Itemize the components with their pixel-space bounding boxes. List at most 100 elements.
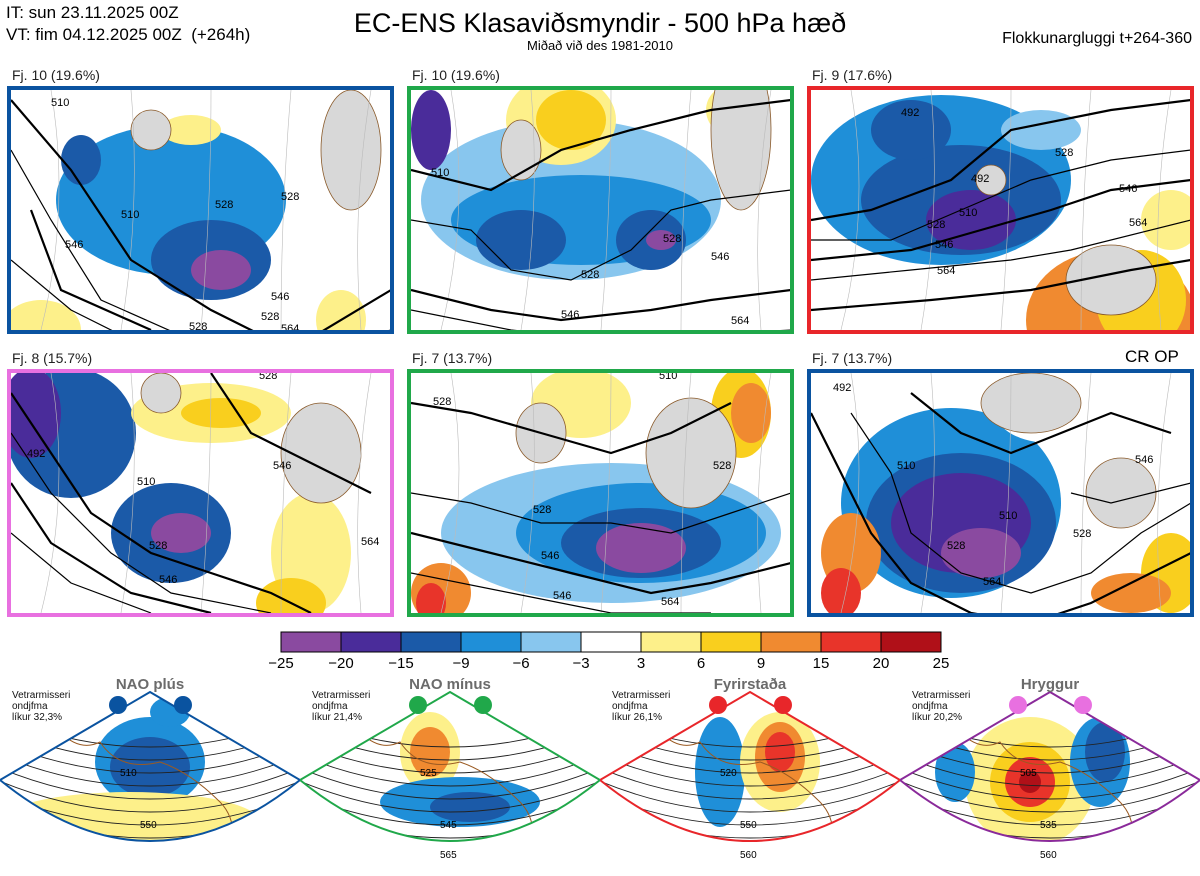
contour-label: 564 bbox=[937, 265, 955, 277]
regime-probability-info: Vetrarmisseri ondjfma líkur 20,2% bbox=[912, 690, 971, 723]
contour-label: 546 bbox=[561, 309, 579, 321]
height-contour bbox=[411, 189, 790, 281]
height-contour bbox=[411, 288, 790, 322]
contour-label: 528 bbox=[533, 504, 551, 516]
contour-label: 546 bbox=[711, 251, 729, 263]
regime-contour bbox=[0, 776, 300, 813]
contour-label: 492 bbox=[901, 107, 919, 119]
height-contour bbox=[11, 432, 272, 613]
colorbar-tick-2: −15 bbox=[388, 655, 414, 672]
landmass-1 bbox=[130, 109, 172, 151]
graticule-line bbox=[1157, 90, 1172, 330]
height-contour bbox=[11, 99, 390, 330]
panel-map-svg: 510 510 528 528 546 528 528 546 564 bbox=[11, 90, 390, 330]
cluster-map-5[interactable]: 510 528 528 546 528 546 564 bbox=[407, 369, 794, 617]
graticule-line bbox=[840, 373, 860, 613]
graticule-line bbox=[440, 373, 460, 613]
regime-marker-left bbox=[109, 696, 127, 714]
contour-label: 528 bbox=[1073, 528, 1091, 540]
regime-contour bbox=[900, 776, 1200, 813]
regime-marker-left bbox=[409, 696, 427, 714]
anomaly-area-3 bbox=[61, 135, 101, 185]
colorbar-tick-4: −6 bbox=[512, 655, 530, 672]
height-contour bbox=[411, 572, 711, 613]
contour-label: 492 bbox=[27, 448, 45, 460]
graticule-line bbox=[757, 373, 772, 613]
colorbar-tick-9: 15 bbox=[812, 655, 830, 672]
regime-contour bbox=[600, 750, 900, 787]
regime-contour bbox=[0, 763, 300, 800]
regime-anomaly-3 bbox=[765, 732, 795, 772]
height-contour bbox=[11, 259, 113, 330]
panel-label-3: Fj. 9 (17.6%) bbox=[812, 67, 893, 83]
regime-anomaly-1 bbox=[110, 737, 190, 797]
contour-label: 510 bbox=[121, 209, 139, 221]
panel-map-svg: 510 528 546 528 546 564 bbox=[411, 90, 790, 330]
contour-label: 510 bbox=[959, 207, 977, 219]
colorbar-tick-6: 3 bbox=[636, 655, 646, 672]
contour-label: 510 bbox=[897, 460, 915, 472]
height-contour bbox=[811, 179, 1190, 262]
regime-contour bbox=[300, 763, 600, 800]
graticule-line bbox=[120, 90, 135, 330]
height-contour bbox=[29, 209, 152, 330]
regime-contour-label: 565 bbox=[440, 850, 457, 861]
panel-map-svg: 492 492 510 528 546 564 528 546 564 bbox=[811, 90, 1190, 330]
regime-panel-3: 520 550 560 Fyrirstaða Vetrarmisseri ondjfma… bbox=[598, 672, 902, 871]
contour-label: 528 bbox=[433, 396, 451, 408]
contour-label: 510 bbox=[51, 97, 69, 109]
regime-marker-right bbox=[1074, 696, 1092, 714]
height-contour bbox=[11, 482, 212, 613]
regime-contour bbox=[900, 763, 1200, 800]
graticule-line bbox=[680, 90, 692, 330]
height-contour bbox=[411, 492, 790, 534]
landmass-0 bbox=[320, 90, 382, 211]
anomaly-area-5 bbox=[821, 568, 861, 613]
colorbar-tick-11: 25 bbox=[932, 655, 950, 672]
contour-label: 546 bbox=[273, 460, 291, 472]
regime-title: NAO mínus bbox=[409, 676, 491, 693]
regime-contour bbox=[600, 776, 900, 813]
graticule-line bbox=[120, 373, 135, 613]
anomaly-area-2 bbox=[191, 250, 251, 290]
regime-title: NAO plús bbox=[115, 676, 185, 693]
contour-label: 546 bbox=[553, 590, 571, 602]
contour-label: 528 bbox=[259, 373, 277, 382]
regime-title: Fyrirstaða bbox=[713, 676, 787, 693]
regime-fan-border bbox=[298, 690, 602, 842]
coastline bbox=[359, 731, 534, 841]
panel-label-6: Fj. 7 (13.7%) bbox=[812, 350, 893, 366]
cluster-map-3[interactable]: 492 492 510 528 546 564 528 546 564 bbox=[807, 86, 1194, 334]
regime-panel-4: 505 535 560 Hryggur Vetrarmisseri ondjfma lí… bbox=[898, 672, 1200, 871]
it-line: IT: sun 23.11.2025 00Z bbox=[6, 3, 179, 22]
height-contour bbox=[11, 149, 390, 330]
contour-label: 528 bbox=[215, 199, 233, 211]
landmass-0 bbox=[980, 373, 1082, 434]
contour-label: 528 bbox=[281, 191, 299, 203]
anomaly-area-4 bbox=[646, 230, 676, 250]
colorbar-ticks: −25 −20 −15 −9 −6 −3 3 6 9 15 20 25 bbox=[0, 655, 1200, 675]
height-contour bbox=[811, 149, 1190, 241]
cluster-map-2[interactable]: 510 528 546 528 546 564 bbox=[407, 86, 794, 334]
cluster-map-6[interactable]: 492 510 510 528 546 528 564 bbox=[807, 369, 1194, 617]
contour-label: 528 bbox=[927, 219, 945, 231]
colorbar-segment-9 bbox=[820, 631, 882, 653]
regime-contour-label: 520 bbox=[720, 768, 737, 779]
regime-probability-info: Vetrarmisseri ondjfma líkur 32,3% bbox=[12, 690, 71, 723]
contour-label: 528 bbox=[663, 233, 681, 245]
cr-op-label: CR OP bbox=[1125, 347, 1179, 366]
regime-contour-label: 535 bbox=[1040, 820, 1057, 831]
contour-label: 492 bbox=[971, 173, 989, 185]
graticule-line bbox=[40, 90, 60, 330]
colorbar-tick-0: −25 bbox=[268, 655, 294, 672]
contour-label: 546 bbox=[271, 291, 289, 303]
contour-label: 564 bbox=[1129, 217, 1147, 229]
height-contour bbox=[11, 392, 312, 613]
colorbar-segment-10 bbox=[880, 631, 942, 653]
regime-marker-right bbox=[774, 696, 792, 714]
cluster-map-1[interactable]: 510 510 528 528 546 528 528 546 564 bbox=[7, 86, 394, 334]
graticule-line bbox=[600, 373, 612, 613]
cluster-map-4[interactable]: 492 510 528 546 528 546 564 bbox=[7, 369, 394, 617]
graticule-line bbox=[600, 90, 612, 330]
contour-label: 510 bbox=[137, 476, 155, 488]
